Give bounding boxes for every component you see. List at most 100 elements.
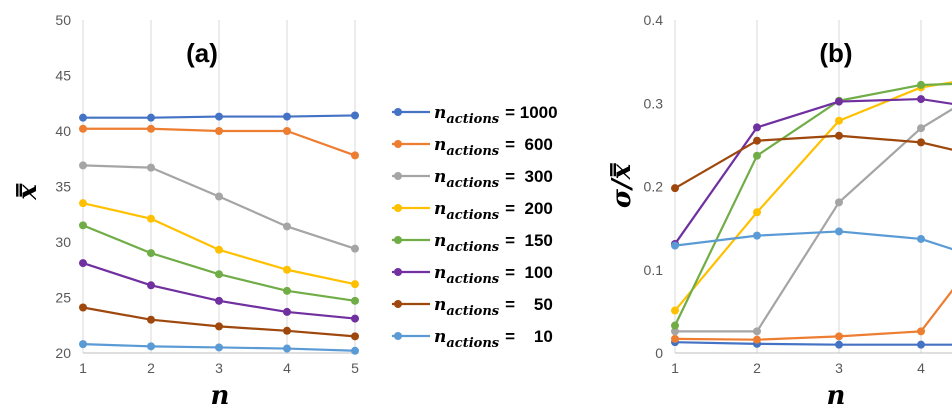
data-point <box>671 321 679 330</box>
y-tick-label: 40 <box>55 123 71 139</box>
panel-a-y-axis-title: x̿ <box>13 184 43 201</box>
x-tick-label: 2 <box>753 360 761 376</box>
data-point <box>753 123 761 132</box>
series-line <box>674 134 952 190</box>
legend-label: nactions = 200 <box>434 199 553 223</box>
series-2 <box>79 161 359 253</box>
series-line <box>675 108 952 333</box>
data-point <box>753 327 761 336</box>
y-tick-label: 0.4 <box>644 12 664 28</box>
data-point <box>917 124 925 133</box>
x-tick-label: 5 <box>351 360 359 376</box>
legend-label: nactions = 600 <box>434 135 553 159</box>
data-point <box>835 332 843 341</box>
series-line <box>674 97 952 245</box>
panel-b-tick-labels: 0 0.1 0.2 0.3 0.4 1 2 3 4 <box>644 12 926 376</box>
legend-label: nactions = 300 <box>434 167 553 191</box>
data-point <box>917 234 925 243</box>
legend-swatch-marker <box>394 236 402 244</box>
series-6 <box>79 303 359 341</box>
data-point <box>351 346 359 355</box>
data-point <box>215 245 223 254</box>
legend-swatch-marker <box>394 108 402 116</box>
y-tick-label: 35 <box>55 179 71 195</box>
x-tick-label: 3 <box>835 360 843 376</box>
data-point <box>215 296 223 305</box>
y-tick-label: 30 <box>55 234 71 250</box>
data-point <box>215 112 223 121</box>
data-point <box>835 97 843 106</box>
data-point <box>283 265 291 274</box>
series-1 <box>79 124 359 160</box>
data-point <box>671 241 679 250</box>
series-3 <box>79 199 359 289</box>
data-point <box>351 296 359 305</box>
data-point <box>215 322 223 331</box>
data-point <box>147 281 155 290</box>
data-point <box>79 161 87 170</box>
legend: nactions = 1000 nactions = 600 nactions = 300… <box>392 103 558 351</box>
panel-a-x-axis-title: n <box>211 381 230 411</box>
data-point <box>835 116 843 125</box>
data-point <box>283 307 291 316</box>
legend-swatch-marker <box>394 332 402 340</box>
legend-item: nactions = 100 <box>392 263 553 287</box>
data-point <box>671 334 679 343</box>
data-point <box>79 259 87 268</box>
x-tick-label: 3 <box>215 360 223 376</box>
legend-label: nactions = 100 <box>434 263 553 287</box>
data-point <box>835 198 843 207</box>
y-tick-label: 0.2 <box>644 179 664 195</box>
x-tick-label: 1 <box>671 360 679 376</box>
data-point <box>147 249 155 258</box>
series-4 <box>79 221 359 305</box>
data-point <box>917 95 925 104</box>
legend-item: nactions = 1000 <box>392 103 558 127</box>
series-7 <box>79 340 359 355</box>
y-tick-label: 50 <box>55 12 71 28</box>
data-point <box>147 342 155 351</box>
data-point <box>215 127 223 135</box>
data-point <box>671 327 679 336</box>
data-point <box>79 113 87 122</box>
legend-swatch-marker <box>394 300 402 308</box>
legend-label: nactions = 150 <box>434 231 553 255</box>
data-point <box>283 112 291 121</box>
x-tick-label: 4 <box>917 360 925 376</box>
series-line <box>674 341 952 346</box>
legend-swatch-marker <box>394 204 402 212</box>
series-1 <box>671 288 952 344</box>
legend-swatch-marker <box>394 172 402 180</box>
data-point <box>215 343 223 352</box>
series-7 <box>671 227 952 251</box>
y-tick-label: 25 <box>55 290 71 306</box>
data-point <box>917 138 925 147</box>
series-line <box>674 82 952 327</box>
data-point <box>79 221 87 230</box>
data-point <box>147 315 155 324</box>
data-point <box>835 227 843 236</box>
data-point <box>351 151 359 160</box>
series-5 <box>79 259 359 323</box>
y-tick-label: 45 <box>55 68 71 84</box>
panel-a-series <box>79 111 359 355</box>
data-point <box>79 340 87 349</box>
x-tick-label: 2 <box>147 360 155 376</box>
data-point <box>671 184 679 193</box>
panel-b-title: (b) <box>819 38 852 68</box>
data-point <box>215 270 223 279</box>
data-point <box>147 113 155 122</box>
data-point <box>753 151 761 160</box>
x-tick-label: 1 <box>79 360 87 376</box>
legend-swatch-marker <box>394 268 402 276</box>
series-0 <box>79 111 359 122</box>
legend-label: nactions = 50 <box>434 295 553 319</box>
data-point <box>351 111 359 120</box>
panel-b: 0 0.1 0.2 0.3 0.4 1 2 3 4 (b) n σ/x̿ <box>607 12 952 411</box>
data-point <box>835 340 843 349</box>
y-tick-label: 20 <box>55 345 71 361</box>
series-2 <box>671 108 952 336</box>
data-point <box>753 136 761 145</box>
